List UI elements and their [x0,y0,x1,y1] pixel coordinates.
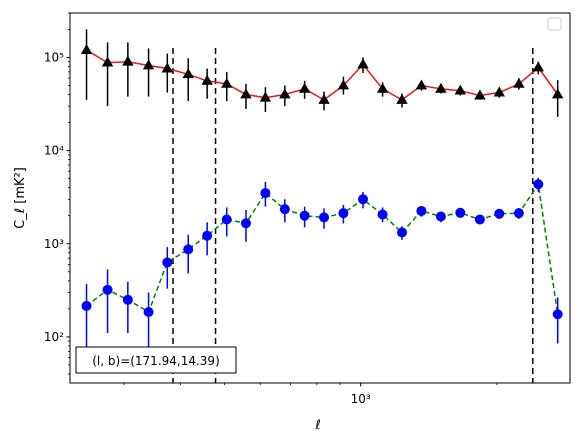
data-point-circle [397,227,408,238]
data-point-triangle [551,88,564,99]
data-point-triangle [357,58,369,69]
y-axis-label: C_ℓ [mK²] [13,167,28,229]
data-point-triangle [454,84,467,95]
data-point-triangle [396,93,408,104]
y-axis-ticks: 10² 10³ 10⁴ 10⁵ [44,12,70,375]
plot-area [80,29,564,383]
data-point-triangle [142,59,155,70]
data-point-circle [143,307,154,318]
data-point-circle [183,244,194,255]
data-point-triangle [201,74,213,85]
data-point-circle [319,212,330,223]
data-point-circle [102,284,113,295]
annotation-box: (l, b)=(171.94,14.39) [75,346,237,374]
data-point-circle [162,257,173,268]
data-point-circle [358,194,369,205]
data-point-triangle [161,62,174,73]
data-point-triangle [474,89,486,100]
data-point-triangle [240,88,252,99]
data-point-triangle [221,77,233,88]
data-point-circle [435,211,446,222]
data-point-triangle [80,44,93,54]
data-point-triangle [259,91,272,102]
annotation-text: (l, b)=(171.94,14.39) [92,354,220,368]
data-point-circle [474,214,485,225]
data-point-triangle [513,77,525,88]
data-point-circle [221,214,232,225]
y-tick-label: 10³ [44,237,64,251]
y-tick-label: 10⁴ [44,144,64,158]
data-point-triangle [337,79,350,90]
data-point-circle [513,208,524,219]
data-point-triangle [298,82,311,93]
series-2 [81,177,563,358]
x-axis-ticks: 10³ [123,383,498,406]
series-line [86,182,559,315]
data-point-circle [494,208,505,219]
data-point-triangle [122,55,134,66]
data-point-triangle [415,79,428,90]
series-line [86,49,559,101]
data-point-circle [279,204,290,215]
data-point-triangle [182,68,194,79]
data-series [80,29,564,358]
data-point-circle [299,210,310,221]
data-point-triangle [279,88,291,99]
data-point-triangle [493,86,505,97]
x-axis-label: ℓ [314,418,320,433]
data-point-triangle [435,82,447,93]
x-tick-label: 10³ [351,392,371,406]
data-point-circle [202,230,213,241]
data-point-circle [416,205,427,216]
data-point-circle [533,179,544,190]
legend-box [547,17,562,31]
data-point-triangle [532,61,544,72]
data-point-circle [377,209,388,220]
data-point-circle [81,300,92,311]
legend [547,17,562,31]
vertical-reference-lines [172,48,534,383]
data-point-circle [552,309,563,320]
data-point-triangle [101,56,114,67]
data-point-triangle [318,93,330,104]
plot-frame [69,12,571,384]
data-point-triangle [376,82,389,93]
y-tick-label: 10² [44,330,64,344]
data-point-circle [122,294,133,305]
series-1 [80,29,564,117]
y-tick-label: 10⁵ [44,50,64,64]
data-point-circle [260,188,271,199]
data-point-circle [338,208,349,219]
data-point-circle [240,218,251,229]
data-point-circle [455,207,466,218]
